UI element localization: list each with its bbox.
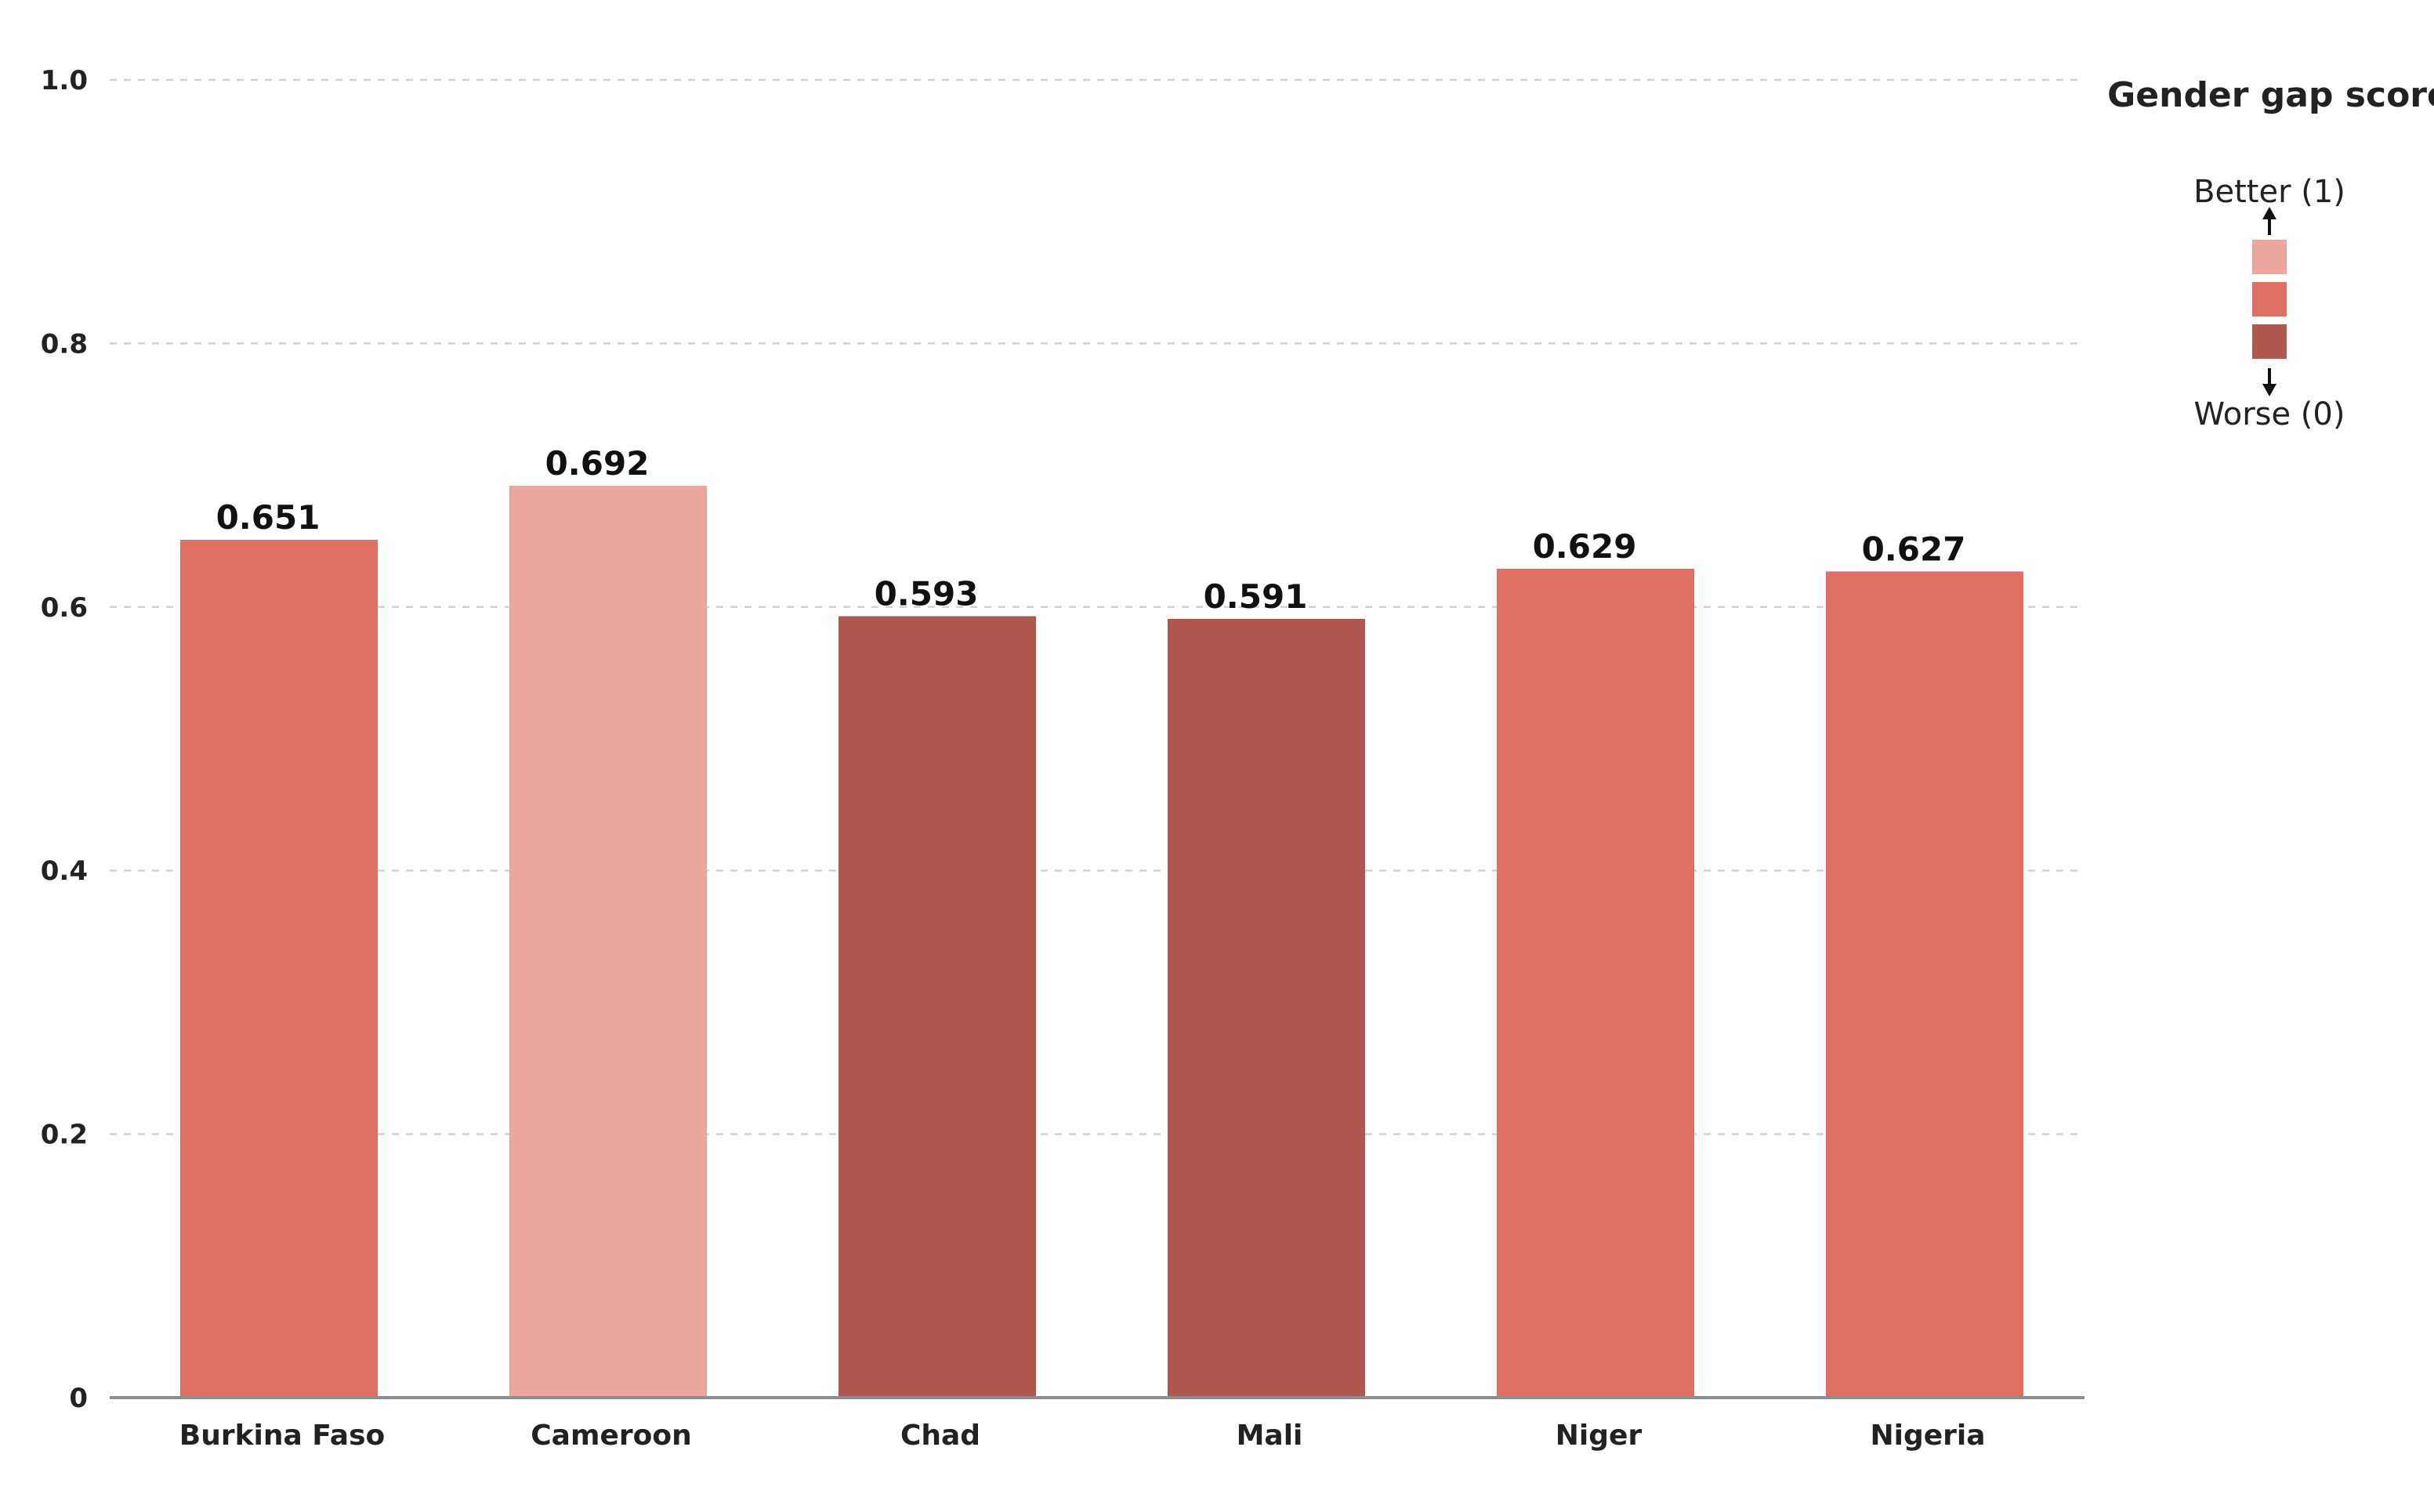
value-label: 0.629 (1533, 527, 1637, 566)
legend-swatch (2252, 240, 2287, 274)
value-labels: 0.651 0.692 0.593 0.591 0.629 0.627 (216, 444, 1966, 616)
value-label: 0.591 (1204, 577, 1308, 616)
legend: Gender gap score Better (1) Worse (0) (2107, 75, 2434, 432)
value-label: 0.593 (875, 575, 979, 613)
bar-niger (1497, 569, 1694, 1398)
bar-burkina-faso (180, 540, 378, 1398)
bar-cameroon (509, 486, 707, 1398)
x-axis-labels: Burkina Faso Cameroon Chad Mali Niger Nigeria (179, 1420, 1986, 1452)
legend-better-label: Better (1) (2193, 174, 2345, 210)
value-label: 0.627 (1862, 530, 1966, 568)
legend-swatch (2252, 324, 2287, 359)
y-tick-label: 0.8 (41, 328, 88, 360)
arrow-up-icon (2262, 207, 2276, 235)
legend-worse-label: Worse (0) (2194, 396, 2345, 432)
x-tick-label: Nigeria (1870, 1420, 1985, 1452)
arrow-up-head (2262, 207, 2276, 219)
y-tick-label: 0.6 (41, 592, 88, 624)
legend-swatches (2252, 240, 2287, 359)
x-tick-label: Chad (900, 1420, 980, 1452)
value-label: 0.651 (216, 498, 321, 537)
legend-title: Gender gap score (2107, 75, 2434, 115)
arrow-down-head (2262, 384, 2276, 396)
x-tick-label: Mali (1237, 1420, 1303, 1452)
y-axis-ticks: 0 0.2 0.4 0.6 0.8 1.0 (41, 65, 88, 1414)
y-tick-label: 1.0 (41, 65, 88, 96)
value-label: 0.692 (545, 444, 650, 483)
bar-nigeria (1826, 571, 2023, 1398)
x-tick-label: Niger (1556, 1420, 1643, 1452)
legend-swatch (2252, 282, 2287, 317)
x-tick-label: Cameroon (531, 1420, 692, 1452)
y-tick-label: 0.2 (41, 1120, 88, 1151)
x-tick-label: Burkina Faso (179, 1420, 386, 1452)
gridlines (110, 78, 2084, 1135)
y-tick-label: 0.4 (41, 855, 88, 887)
bar-chad (838, 616, 1036, 1398)
y-tick-label: 0 (69, 1383, 88, 1414)
bars (180, 486, 2023, 1398)
arrow-down-icon (2262, 368, 2276, 396)
bar-mali (1168, 618, 1365, 1398)
